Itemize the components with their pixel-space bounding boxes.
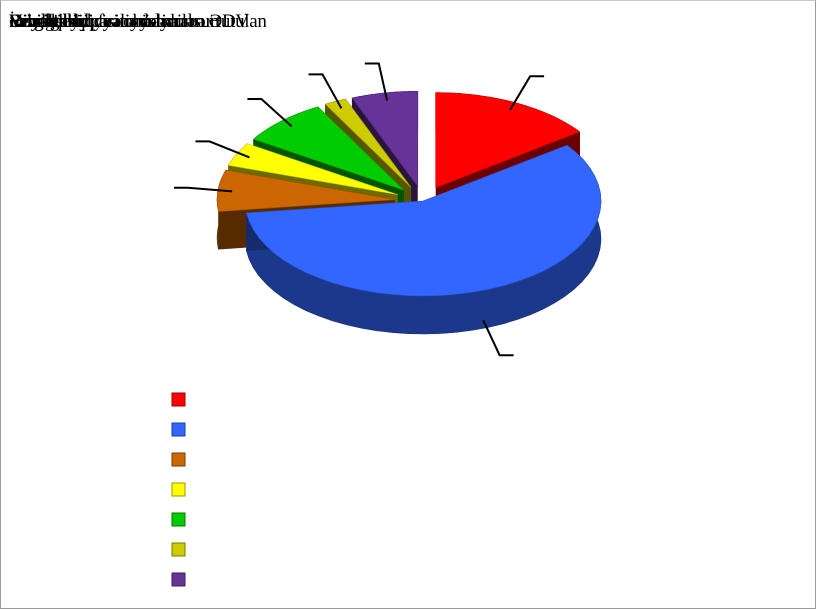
legend-swatch-3 bbox=[171, 452, 186, 467]
title-line-6: İcarə gəliri bbox=[9, 11, 89, 32]
title-line-4: Dividend bbox=[9, 11, 78, 32]
legend-swatch-6 bbox=[171, 542, 186, 557]
chart-title-overlap: Vergi ödəyicisi olmayan Sahibkarlıq fəal… bbox=[9, 11, 569, 39]
leader-line-5 bbox=[247, 98, 293, 128]
pie-slice-2 bbox=[245, 144, 602, 335]
leader-line-1 bbox=[509, 75, 545, 111]
title-line-3: Əmək haqqı və ona bərabər tutulan bbox=[9, 11, 267, 32]
title-line-5: Faiz gəliri bbox=[9, 11, 84, 32]
legend-swatch-2 bbox=[171, 422, 186, 437]
legend bbox=[171, 392, 186, 587]
title-line-8: Dövlət büdcəsinə ödənilən ƏDV bbox=[9, 11, 249, 32]
leader-lines bbox=[174, 62, 545, 357]
legend-swatch-5 bbox=[171, 512, 186, 527]
legend-swatch-1 bbox=[171, 392, 186, 407]
leader-line-3 bbox=[174, 186, 233, 193]
title-line-2: Sahibkarlıq fəaliyyəti bbox=[9, 11, 167, 32]
title-line-1: Vergi ödəyicisi olmayan bbox=[9, 11, 187, 32]
legend-swatch-4 bbox=[171, 482, 186, 497]
leader-line-2 bbox=[482, 319, 514, 357]
leader-line-6 bbox=[308, 73, 343, 109]
title-line-7: Royalti bbox=[9, 11, 63, 32]
legend-swatch-7 bbox=[171, 572, 186, 587]
pie-slices bbox=[216, 91, 602, 335]
leader-line-4 bbox=[195, 140, 250, 159]
leader-line-7 bbox=[364, 62, 389, 101]
title-line-9: Vergi qeydiyyatında olunsun bbox=[9, 11, 220, 32]
